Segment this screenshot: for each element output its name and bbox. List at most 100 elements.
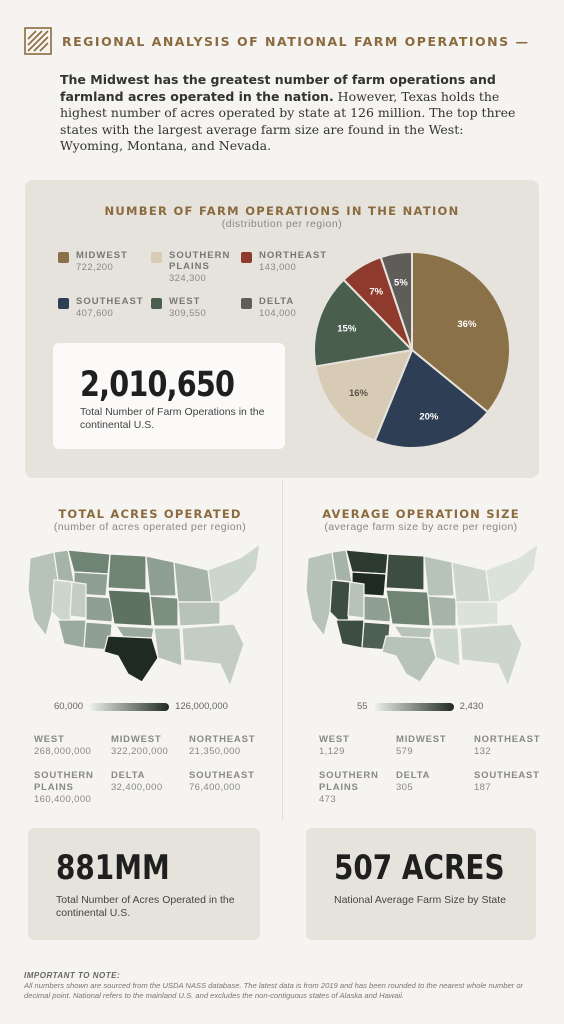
acres-scale-bar xyxy=(89,702,170,711)
total-operations-label: Total Number of Farm Operations in the c… xyxy=(80,406,265,431)
region-stat-value: 1,129 xyxy=(319,746,345,757)
operations-subtitle: (distribution per region) xyxy=(221,218,343,230)
pie-slice-label: 15% xyxy=(337,324,357,335)
map-upper-midwest xyxy=(423,555,455,597)
map-upper-midwest xyxy=(145,555,177,597)
pie-slice-label: 5% xyxy=(394,277,408,288)
pie-slice-label: 16% xyxy=(349,388,369,399)
region-stat-value: 579 xyxy=(396,746,414,757)
region-stat-value: 76,400,000 xyxy=(189,782,241,793)
intro-text: However, Texas holds the highest number … xyxy=(60,88,516,154)
acres-total-card: 881MM Total Number of Acres Operated in … xyxy=(28,828,260,940)
legend-item: SOUTHEAST 407,600 xyxy=(58,296,144,320)
map-texas xyxy=(381,635,437,683)
pie-slice xyxy=(373,348,490,449)
map-texas xyxy=(103,635,159,683)
region-stat: MIDWEST 579 xyxy=(396,734,446,758)
pie-slice-label: 36% xyxy=(457,319,477,330)
map-utah xyxy=(69,581,87,619)
intro-paragraph: The Midwest has the greatest number of f… xyxy=(60,72,522,155)
legend-value: 722,200 xyxy=(76,262,114,273)
region-stat: WEST 1,129 xyxy=(319,734,350,758)
acres-total-value: 881MM xyxy=(56,848,170,888)
map-ohio-valley xyxy=(455,601,499,627)
legend-value: 407,600 xyxy=(76,308,114,319)
avg-size-card: 507 ACRES National Average Farm Size by … xyxy=(306,828,536,940)
region-stat-name: WEST xyxy=(34,734,65,745)
footnote: IMPORTANT TO NOTE: All numbers shown are… xyxy=(24,971,544,1001)
legend-item: NORTHEAST 143,000 xyxy=(241,250,327,274)
region-stat-name: SOUTHEAST xyxy=(474,770,540,781)
region-stat: DELTA 32,400,000 xyxy=(111,770,163,794)
region-stat-value: 160,400,000 xyxy=(34,794,92,805)
map-dakotas xyxy=(385,553,425,591)
region-stat: SOUTHERN PLAINS 473 xyxy=(319,770,379,806)
region-stat-value: 268,000,000 xyxy=(34,746,92,757)
acres-scale: 60,000 126,000,000 xyxy=(54,701,228,712)
region-stat-name: SOUTHERN PLAINS xyxy=(34,770,94,793)
legend-swatch xyxy=(241,298,252,309)
map-missouri-iowa xyxy=(427,595,457,627)
region-stat: NORTHEAST 132 xyxy=(474,734,540,758)
region-stat: SOUTHERN PLAINS 160,400,000 xyxy=(34,770,94,806)
region-stat-value: 305 xyxy=(396,782,414,793)
map-nebraska-kansas xyxy=(385,589,431,627)
legend-name: WEST xyxy=(169,296,201,307)
legend-item: WEST 309,550 xyxy=(151,296,206,320)
avg-size-title: AVERAGE OPERATION SIZE xyxy=(322,507,520,521)
legend-item: SOUTHERN PLAINS 324,300 xyxy=(151,250,230,285)
legend-swatch xyxy=(151,298,162,309)
region-stat: MIDWEST 322,200,000 xyxy=(111,734,168,758)
pie-slice xyxy=(379,250,413,351)
map-montana xyxy=(67,549,111,575)
avg-size-subtitle: (average farm size by acre per region) xyxy=(324,521,518,533)
acres-title: TOTAL ACRES OPERATED xyxy=(58,507,242,521)
map-southeast xyxy=(459,623,523,688)
map-dakotas xyxy=(107,553,147,591)
map-colorado xyxy=(85,595,115,623)
page-title: REGIONAL ANALYSIS OF NATIONAL FARM OPERA… xyxy=(62,33,530,49)
pie-slice xyxy=(313,278,415,368)
total-operations-value: 2,010,650 xyxy=(80,365,235,405)
legend-name: SOUTHERN PLAINS xyxy=(169,250,231,272)
map-great-lakes xyxy=(451,561,491,603)
legend-value: 309,550 xyxy=(169,308,207,319)
region-stat: SOUTHEAST 187 xyxy=(474,770,540,794)
legend-name: NORTHEAST xyxy=(259,250,328,261)
avg-size-label: National Average Farm Size by State xyxy=(334,894,506,906)
acres-subtitle: (number of acres operated per region) xyxy=(53,521,247,533)
footnote-heading: IMPORTANT TO NOTE: xyxy=(24,971,121,980)
avg-size-us-map xyxy=(305,542,539,688)
legend-item: DELTA 104,000 xyxy=(241,296,296,320)
acres-total-label: Total Number of Acres Operated in the co… xyxy=(56,894,235,919)
page-header: REGIONAL ANALYSIS OF NATIONAL FARM OPERA… xyxy=(24,26,544,56)
avg-size-scale-max: 2,430 xyxy=(459,701,484,712)
map-utah xyxy=(347,581,365,619)
legend-name: MIDWEST xyxy=(76,250,128,261)
footnote-text: All numbers shown are sourced from the U… xyxy=(24,981,524,1000)
section-divider xyxy=(282,480,283,820)
legend-swatch xyxy=(58,298,69,309)
legend-name: DELTA xyxy=(259,296,295,307)
region-stat: SOUTHEAST 76,400,000 xyxy=(189,770,255,794)
legend-swatch xyxy=(241,252,252,263)
region-stat-name: DELTA xyxy=(111,770,146,781)
map-missouri-iowa xyxy=(149,595,179,627)
region-stat-name: NORTHEAST xyxy=(189,734,256,745)
region-stat-value: 132 xyxy=(474,746,492,757)
intro-bold: The Midwest has the greatest number of f… xyxy=(60,72,496,104)
region-stat-value: 21,350,000 xyxy=(189,746,241,757)
legend-name: SOUTHEAST xyxy=(76,296,144,307)
avg-size-scale-min: 55 xyxy=(357,701,368,712)
map-ohio-valley xyxy=(177,601,221,627)
operations-pie-chart: 36% 20% 16% 15% 7% 5% xyxy=(313,250,511,449)
region-stat-name: MIDWEST xyxy=(396,734,447,745)
acres-us-map xyxy=(27,542,261,688)
region-stat-name: MIDWEST xyxy=(111,734,162,745)
region-stat: NORTHEAST 21,350,000 xyxy=(189,734,255,758)
avg-size-value: 507 ACRES xyxy=(334,848,505,888)
region-stat-value: 473 xyxy=(319,794,337,805)
operations-panel: NUMBER OF FARM OPERATIONS IN THE NATION … xyxy=(25,180,539,478)
total-operations-card: 2,010,650 Total Number of Farm Operation… xyxy=(53,343,285,449)
operations-title: NUMBER OF FARM OPERATIONS IN THE NATION xyxy=(104,204,460,218)
